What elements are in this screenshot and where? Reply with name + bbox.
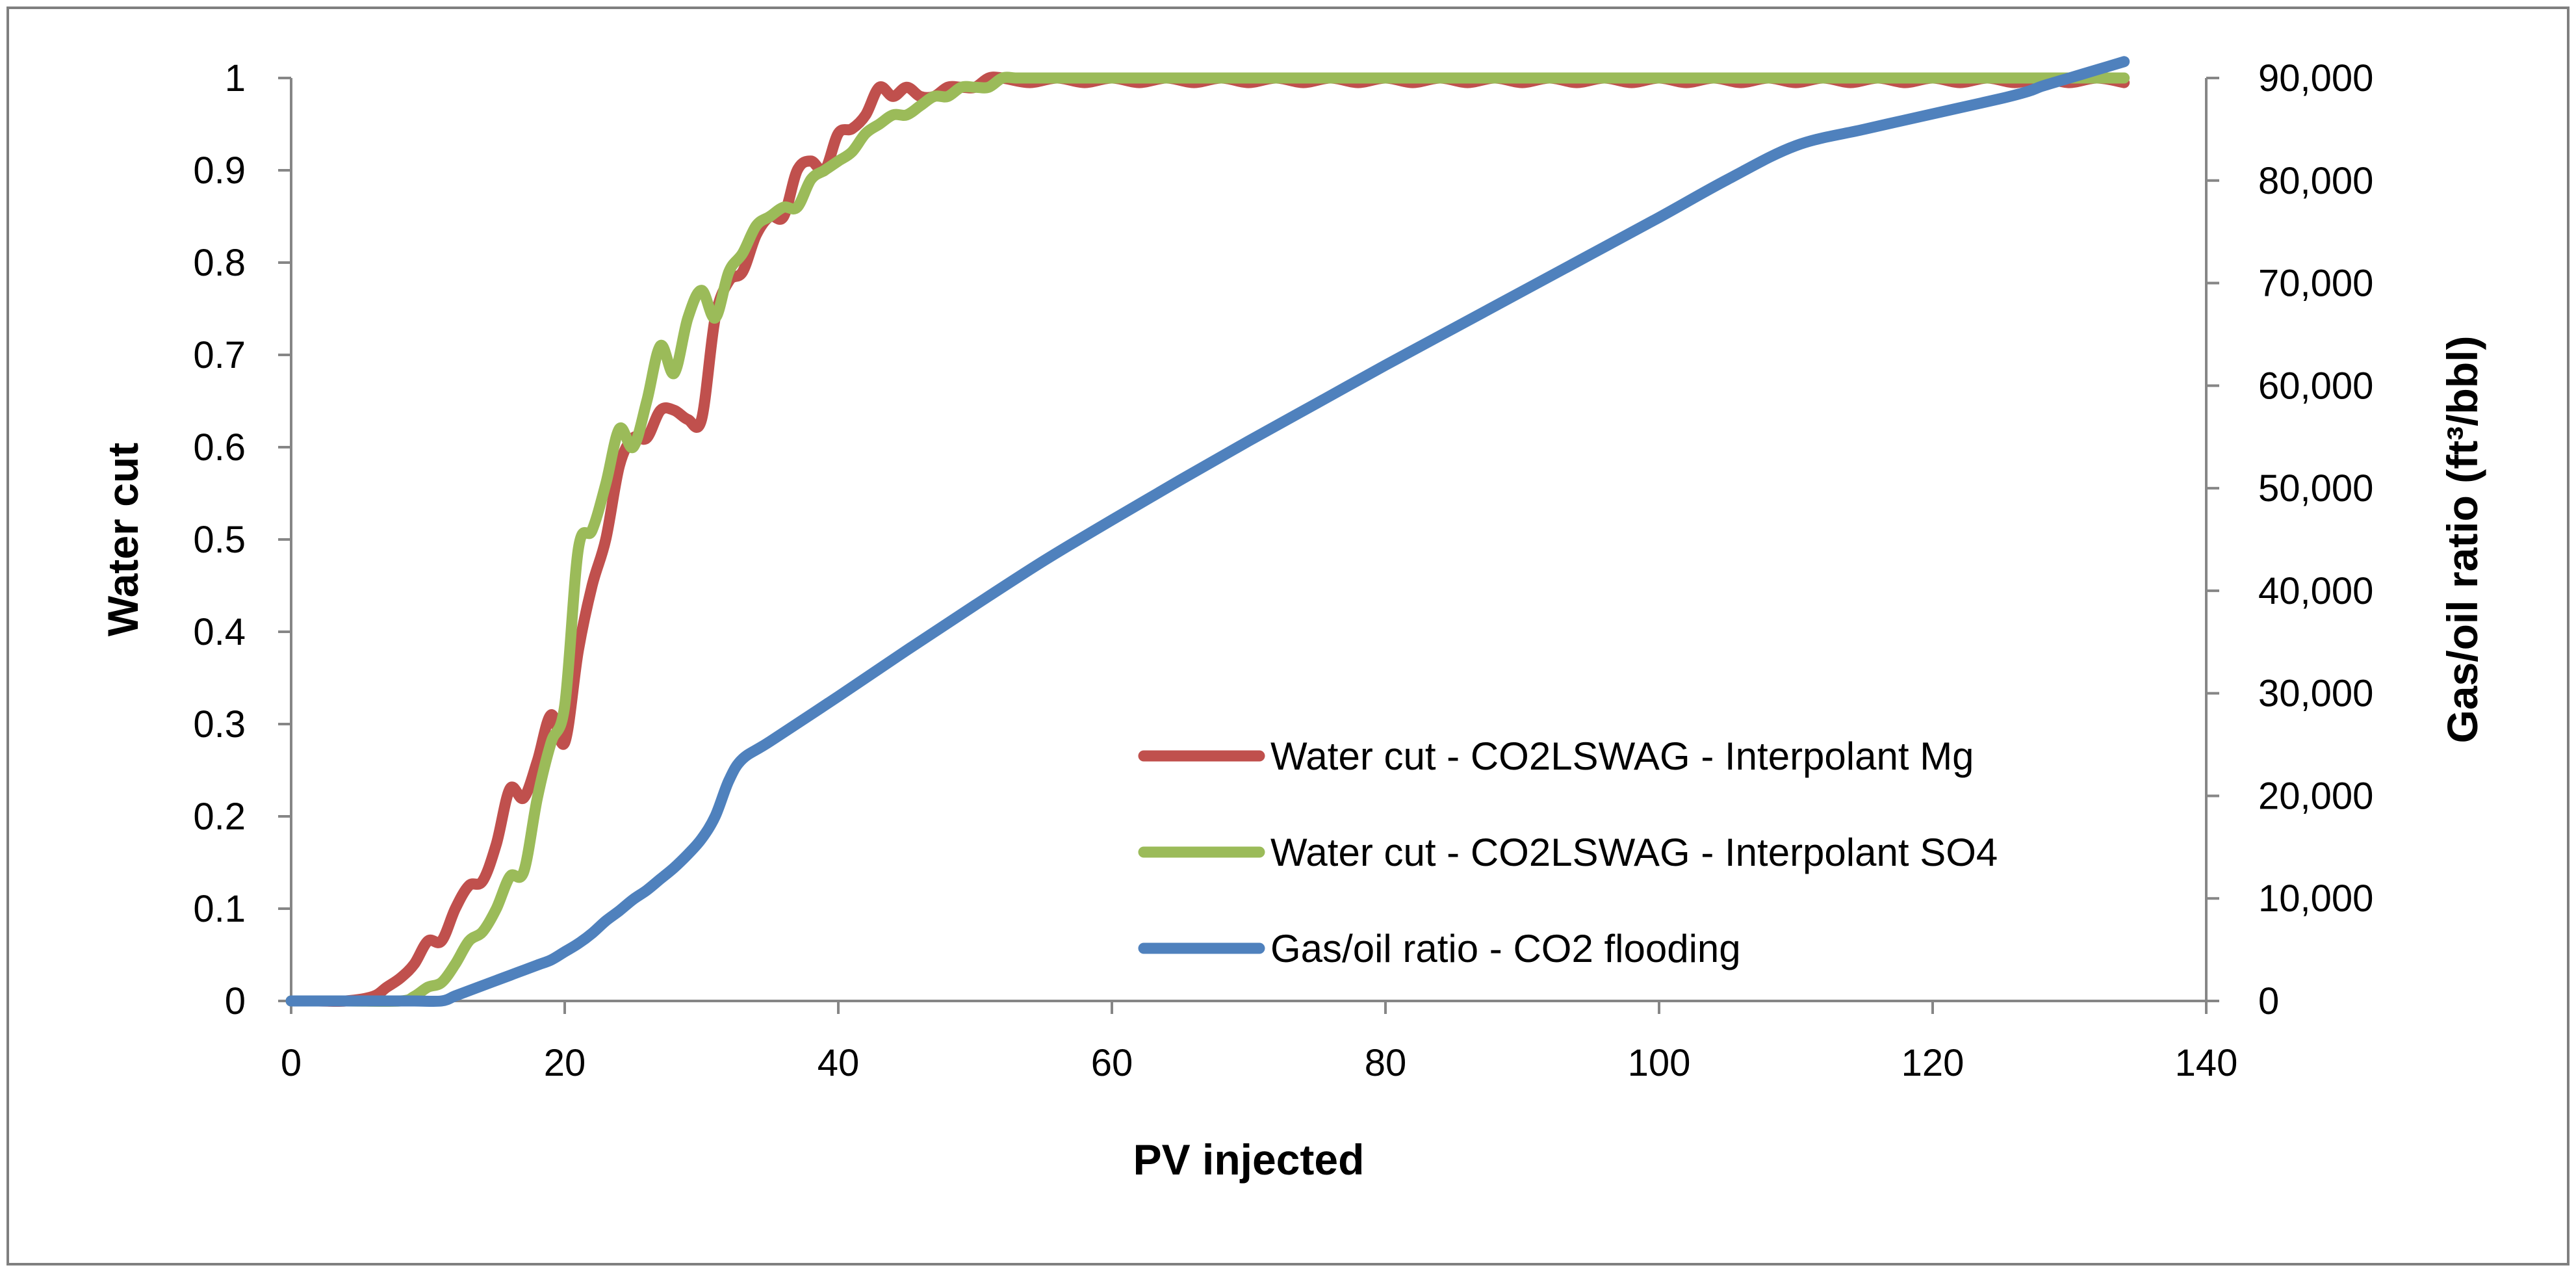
x-tick-label: 40 — [818, 1042, 860, 1084]
y2-axis-title: Gas/oil ratio (ft³/bbl) — [2438, 336, 2486, 744]
y2-tick-label: 30,000 — [2258, 673, 2373, 715]
legend: Water cut - CO2LSWAG - Interpolant Mg Wat… — [1138, 734, 1998, 970]
series-line-3 — [285, 56, 2130, 1007]
y-tick-label: 0.2 — [193, 796, 246, 838]
x-tick-label: 20 — [544, 1042, 586, 1084]
y-tick-label: 0.8 — [193, 242, 246, 284]
series-layer — [285, 56, 2130, 1007]
legend-label-1: Water cut - CO2LSWAG - Interpolant Mg — [1270, 734, 1974, 778]
y2-tick-label: 70,000 — [2258, 263, 2373, 305]
axes-layer: 0 0.1 0.2 0.3 0.4 0.5 0.6 0.7 0.8 0.9 1 0 10,000 20,0… — [193, 57, 2373, 1084]
y2-tick-label: 40,000 — [2258, 570, 2373, 612]
legend-label-2: Water cut - CO2LSWAG - Interpolant SO4 — [1270, 831, 1998, 874]
y2-tick-label: 50,000 — [2258, 467, 2373, 510]
y-tick-label: 0.3 — [193, 703, 246, 746]
y2-tick-label: 20,000 — [2258, 775, 2373, 817]
y-tick-label: 0.9 — [193, 149, 246, 192]
y2-tick-label: 60,000 — [2258, 365, 2373, 407]
x-axis-title: PV injected — [1133, 1136, 1365, 1184]
x-tick-label: 0 — [281, 1042, 302, 1084]
y-tick-label: 0.4 — [193, 611, 246, 653]
x-tick-label: 100 — [1628, 1042, 1691, 1084]
y2-tick-label: 80,000 — [2258, 160, 2373, 202]
y-tick-label: 0.7 — [193, 334, 246, 376]
y-tick-label: 0.6 — [193, 426, 246, 469]
x-tick-label: 120 — [1901, 1042, 1964, 1084]
y-tick-label: 1 — [225, 57, 246, 99]
y2-tick-label: 90,000 — [2258, 57, 2373, 99]
y2-tick-label: 10,000 — [2258, 877, 2373, 920]
x-tick-label: 60 — [1091, 1042, 1133, 1084]
axis-titles: PV injected Water cut Gas/oil ratio (ft³… — [99, 336, 2486, 1184]
chart-frame — [6, 6, 2570, 1266]
x-tick-label: 80 — [1365, 1042, 1407, 1084]
y-tick-label: 0.5 — [193, 519, 246, 561]
legend-label-3: Gas/oil ratio - CO2 flooding — [1270, 927, 1741, 970]
y-tick-label: 0.1 — [193, 888, 246, 930]
x-tick-label: 140 — [2175, 1042, 2238, 1084]
y-axis-title: Water cut — [99, 443, 147, 636]
series-line-2 — [285, 71, 2130, 1007]
y-tick-label: 0 — [225, 980, 246, 1022]
y2-tick-label: 0 — [2258, 980, 2279, 1022]
